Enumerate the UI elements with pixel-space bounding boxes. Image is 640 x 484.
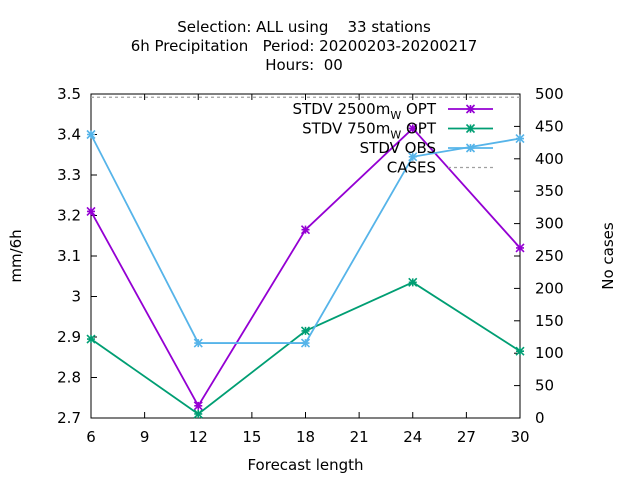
data-point-1: [193, 409, 203, 419]
plot-frame: [90, 93, 521, 419]
data-point-2: [408, 152, 418, 162]
y-tick-label: 3: [71, 288, 81, 306]
y2-tick-label: 100: [535, 344, 564, 362]
data-point-2-shape: [515, 133, 525, 144]
data-point-0: [408, 123, 418, 133]
y2-axis-label: No cases: [599, 222, 617, 290]
legend-marker-0: [465, 104, 476, 114]
y2-tick-label: 350: [535, 182, 564, 200]
legend-label-main: STDV 2500m: [293, 100, 391, 118]
data-point-2-shape: [86, 129, 96, 140]
data-point-2-shape: [300, 338, 311, 348]
legend-label-sub: W: [390, 129, 401, 142]
legend-marker-2: [465, 143, 476, 153]
y2-tick-label: 500: [535, 85, 564, 103]
legend-label-1: STDV 750mW OPT: [302, 120, 437, 142]
legend-marker-0-shape: [465, 104, 476, 114]
data-point-1-shape: [300, 326, 311, 336]
y-tick-label: 2.9: [57, 328, 81, 346]
x-tick-label: 9: [140, 428, 150, 446]
data-point-2: [300, 338, 311, 348]
y2-tick-label: 450: [535, 117, 564, 135]
series-line-1: [90, 281, 521, 416]
x-tick-label: 18: [296, 428, 315, 446]
data-point-1: [515, 346, 525, 356]
y-tick-label: 2.8: [57, 369, 81, 387]
data-point-1-shape: [408, 277, 418, 287]
data-point-2-shape: [408, 152, 418, 162]
data-point-1: [300, 326, 311, 336]
axes: 6 9 12 15 18 21 24 27 30 2.7 2.8 2.9 3 3.1 3.2 3.3 3.4 3.…: [7, 85, 617, 474]
legend-label-tail: OPT: [401, 120, 437, 138]
y-tick-label: 3.1: [57, 247, 81, 265]
legend-label-sub: W: [390, 109, 401, 122]
legend-label-main: CASES: [387, 159, 436, 177]
legend-label-tail: OPT: [401, 100, 437, 118]
data-point-2-shape: [193, 338, 203, 348]
data-point-0-shape: [193, 401, 203, 411]
x-tick-label: 30: [510, 428, 529, 446]
data-point-1-shape: [86, 334, 96, 344]
data-point-0: [515, 243, 525, 253]
x-tick-label: 6: [86, 428, 96, 446]
title-line: Hours: 00: [265, 56, 343, 74]
y2-tick-label: 200: [535, 279, 564, 297]
x-tick-label: 24: [403, 428, 422, 446]
title-line: Selection: ALL using 33 stations: [177, 18, 431, 36]
data-point-0-shape: [86, 206, 96, 217]
legend-label-3: CASES: [387, 159, 436, 177]
data-point-2: [86, 129, 96, 140]
y2-tick-label: 250: [535, 247, 564, 265]
data-point-0-shape: [408, 123, 418, 133]
data-point-2: [515, 133, 525, 144]
x-tick-label: 21: [350, 428, 369, 446]
y-tick-label: 3.3: [57, 166, 81, 184]
data-point-0: [300, 225, 311, 235]
y-tick-label: 3.4: [57, 126, 81, 144]
y-tick-label: 3.5: [57, 85, 81, 103]
data-point-0: [86, 206, 96, 217]
x-tick-label: 15: [242, 428, 261, 446]
x-tick-label: 12: [189, 428, 208, 446]
y2-tick-label: 400: [535, 150, 564, 168]
series-lines: [86, 96, 525, 419]
legend-marker-2-shape: [465, 143, 476, 153]
legend-marker-1: [465, 123, 476, 134]
legend-label-main: STDV 750m: [302, 120, 390, 138]
data-point-0-shape: [300, 225, 311, 235]
series-line-0: [90, 127, 521, 408]
y2-tick-label: 300: [535, 215, 564, 233]
y-tick-label: 3.2: [57, 207, 81, 225]
data-point-1: [408, 277, 418, 287]
data-point-2: [193, 338, 203, 348]
series-line-2: [90, 134, 521, 344]
y-axis-label: mm/6h: [7, 229, 25, 282]
legend-label-main: STDV OBS: [360, 139, 436, 157]
data-point-1-shape: [515, 346, 525, 356]
legend-marker-1-shape: [465, 123, 476, 134]
title-line: 6h Precipitation Period: 20200203-202002…: [131, 37, 478, 55]
data-point-1-shape: [193, 409, 203, 419]
x-axis-label: Forecast length: [247, 456, 363, 474]
y2-tick-label: 150: [535, 312, 564, 330]
data-point-1: [86, 334, 96, 344]
y2-tick-label: 0: [535, 409, 545, 427]
legend-label-2: STDV OBS: [360, 139, 436, 157]
data-point-0: [193, 401, 203, 411]
legend-label-0: STDV 2500mW OPT: [293, 100, 437, 122]
y2-tick-label: 50: [535, 377, 554, 395]
y-tick-label: 2.7: [57, 409, 81, 427]
data-point-0-shape: [515, 243, 525, 253]
x-tick-label: 27: [457, 428, 476, 446]
